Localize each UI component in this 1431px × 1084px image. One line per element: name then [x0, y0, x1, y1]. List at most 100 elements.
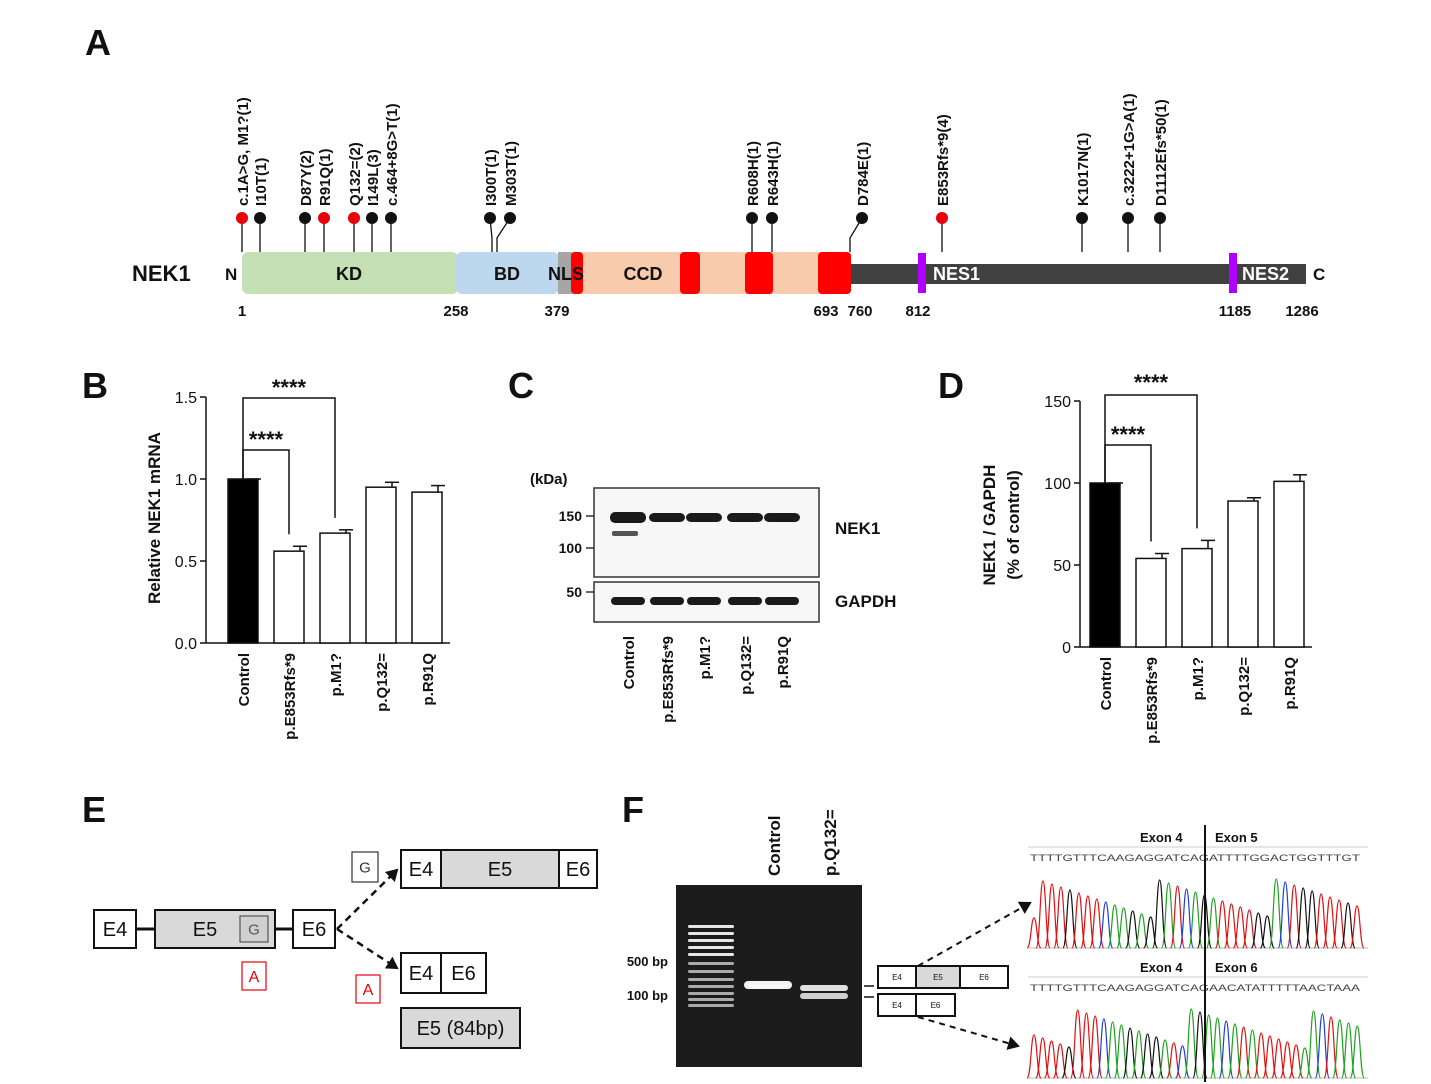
- trace-peak: [1218, 1020, 1234, 1079]
- ladder-band: [688, 946, 734, 949]
- bar: [411, 491, 443, 644]
- domain-ccd: [558, 252, 848, 294]
- exon-label: Exon 6: [1215, 960, 1258, 975]
- exon: [440, 849, 560, 889]
- exon: [440, 952, 487, 994]
- position-label: 1: [238, 303, 246, 320]
- mutation-label: I149L(3): [365, 149, 382, 206]
- product-exon-label: E4: [892, 1001, 902, 1010]
- marker-label: 150: [559, 508, 583, 524]
- exon-label: E6: [302, 919, 326, 941]
- domain-kd: [242, 252, 458, 294]
- pin-stem: [849, 217, 863, 252]
- unit-label: (kDa): [530, 471, 568, 488]
- trace-peak: [1241, 909, 1257, 949]
- mutation-label: D1112Efs*50(1): [1153, 99, 1170, 206]
- trace-peak: [1098, 901, 1114, 949]
- significance-label: ****: [1134, 370, 1169, 395]
- trace-peak: [1332, 1019, 1348, 1079]
- domain-label: NES1: [933, 264, 980, 284]
- domain-label: CCD: [624, 264, 663, 284]
- y-tick-label: 0.5: [175, 554, 197, 571]
- y-tick-label: 50: [1053, 558, 1071, 575]
- pin-head: [385, 212, 397, 224]
- ladder-band: [688, 962, 734, 965]
- exon-label: E4: [103, 919, 127, 941]
- bar: [365, 486, 397, 644]
- sequence: TTTTGTTTCAAGAGGATCAGAACATATTTTTAACTAAA: [1030, 983, 1360, 993]
- y-tick-label: 1.5: [175, 390, 197, 407]
- pin-head: [1154, 212, 1166, 224]
- trace-peak: [1232, 906, 1248, 949]
- gapdh-band: [728, 597, 762, 605]
- trace-peak: [1349, 905, 1365, 949]
- trace-peak: [1340, 902, 1356, 949]
- nek1-band: [686, 513, 722, 522]
- bar: [1181, 547, 1213, 648]
- sequence: TTTTGTTTCAAGAGGATCAGATTTTGGACTGGTTTGT: [1030, 853, 1361, 863]
- x-tick-label: p.R91Q: [420, 653, 437, 706]
- coil-block: [818, 252, 851, 294]
- bar: [1135, 557, 1167, 648]
- y-tick-label: 150: [1044, 394, 1071, 411]
- exon-label: Exon 4: [1140, 960, 1183, 975]
- pin-head: [1076, 212, 1088, 224]
- ladder-band: [688, 1004, 734, 1007]
- ladder-band: [688, 939, 734, 942]
- y-axis-label: (% of control): [1004, 470, 1023, 580]
- panel-label: A: [85, 22, 111, 63]
- significance-label: ****: [272, 375, 307, 400]
- bar: [227, 478, 259, 644]
- ladder-band: [688, 925, 734, 928]
- nek1-band: [649, 513, 685, 522]
- nek1-band: [610, 512, 646, 523]
- exon: [400, 849, 442, 889]
- y-tick-label: 0.0: [175, 636, 197, 653]
- trace-peak: [1236, 1026, 1252, 1079]
- trace-peak: [1134, 913, 1150, 949]
- bar: [1089, 482, 1121, 648]
- ladder-band: [688, 998, 734, 1001]
- panel-label: B: [82, 365, 108, 406]
- panel-label: D: [938, 365, 964, 406]
- exon: [558, 849, 598, 889]
- panel-label: C: [508, 365, 534, 406]
- pin-head: [318, 212, 330, 224]
- lane-label: p.Q132=: [738, 636, 755, 695]
- n-terminus: N: [225, 265, 237, 284]
- trace-peak: [1209, 1017, 1226, 1079]
- exon: [292, 909, 336, 949]
- trace-peak: [1323, 1016, 1339, 1079]
- bar: [273, 550, 305, 644]
- position-label: 812: [905, 303, 930, 320]
- skipped-exon: [400, 1007, 521, 1049]
- x-tick-label: p.M1?: [328, 653, 345, 696]
- mutation-label: c.464+8G>T(1): [384, 103, 401, 206]
- exon-label: Exon 4: [1140, 830, 1183, 845]
- ladder-band: [688, 970, 734, 973]
- exon-label: E5: [488, 859, 512, 881]
- x-tick-label: Control: [236, 653, 253, 706]
- pin-head: [348, 212, 360, 224]
- trace-peak: [1096, 1018, 1112, 1079]
- tail: [840, 264, 1306, 284]
- exon-label: E6: [451, 963, 475, 985]
- position-label: 379: [544, 303, 569, 320]
- ladder-band: [688, 978, 734, 981]
- variant-base-2-label: A: [363, 982, 374, 999]
- bar: [1273, 480, 1305, 648]
- coil-block: [680, 252, 700, 294]
- x-tick-label: p.Q132=: [374, 653, 391, 712]
- gapdh-band: [765, 597, 799, 605]
- minor-band: [612, 531, 638, 536]
- bar: [1227, 500, 1259, 648]
- x-tick-label: p.Q132=: [1236, 657, 1253, 716]
- pin-stem: [489, 217, 493, 252]
- normal-base: [351, 851, 379, 883]
- pin-head: [1122, 212, 1134, 224]
- protein-name: NEK1: [132, 261, 191, 286]
- variant-base-2: [355, 974, 381, 1004]
- x-tick-label: p.M1?: [1190, 657, 1207, 700]
- domain-bd: [456, 252, 559, 294]
